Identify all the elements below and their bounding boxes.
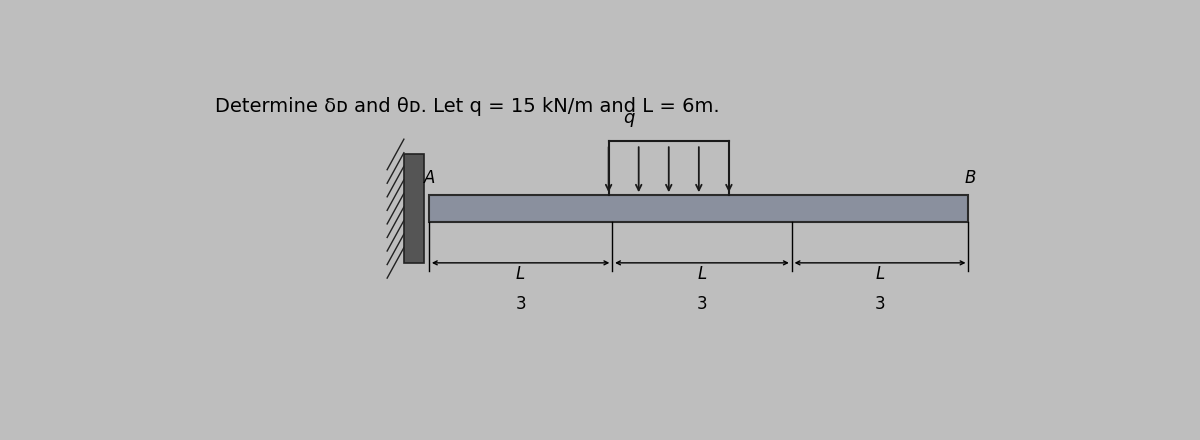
Text: A: A xyxy=(425,169,436,187)
Text: L: L xyxy=(876,265,884,283)
Text: 3: 3 xyxy=(875,295,886,313)
Bar xyxy=(430,195,968,222)
Text: L: L xyxy=(697,265,707,283)
Text: 3: 3 xyxy=(515,295,526,313)
Text: 3: 3 xyxy=(697,295,707,313)
Text: B: B xyxy=(965,169,976,187)
Bar xyxy=(404,154,425,263)
Text: L: L xyxy=(516,265,526,283)
Text: q: q xyxy=(623,109,635,127)
Text: Determine δᴅ and θᴅ. Let q = 15 kN/m and L = 6m.: Determine δᴅ and θᴅ. Let q = 15 kN/m and… xyxy=(215,97,720,116)
